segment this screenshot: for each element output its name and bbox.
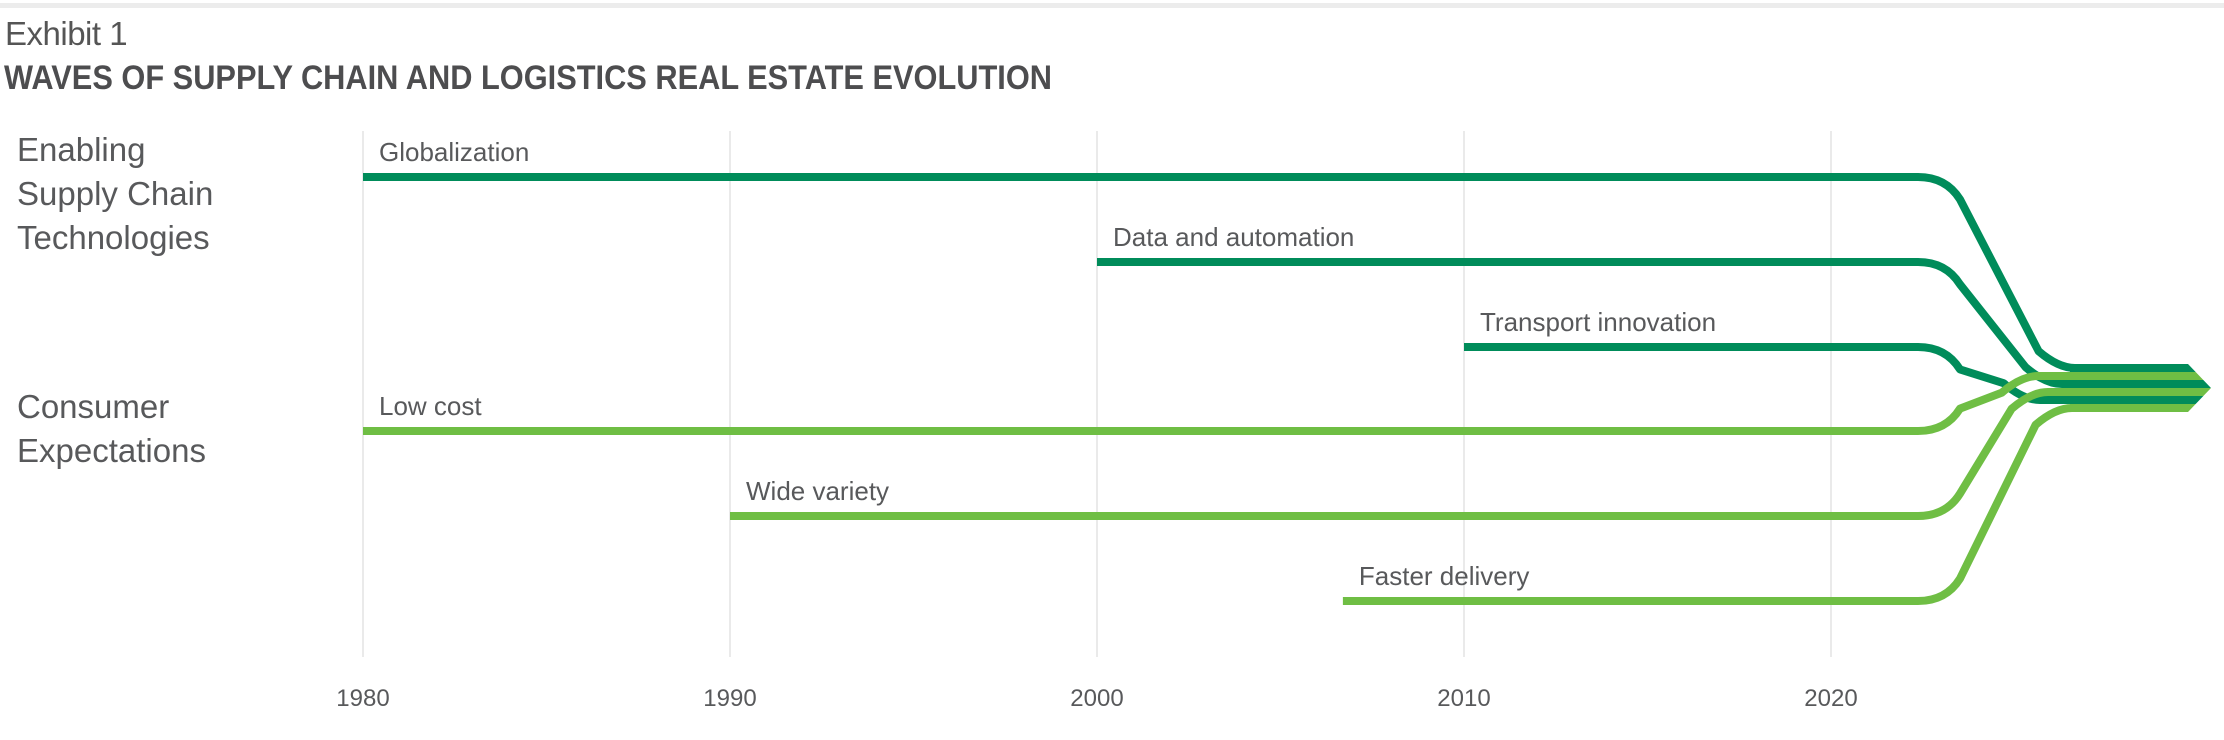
group-label-technologies: Enabling Supply Chain Technologies bbox=[17, 131, 214, 256]
exhibit-number: Exhibit 1 bbox=[5, 15, 128, 52]
page-title: WAVES OF SUPPLY CHAIN AND LOGISTICS REAL… bbox=[4, 59, 1053, 97]
top-rule bbox=[0, 3, 2224, 8]
wave-label: Faster delivery bbox=[1359, 561, 1530, 591]
wave-line bbox=[363, 173, 2188, 372]
arrow-strip bbox=[2070, 404, 2196, 412]
tick-label: 1990 bbox=[703, 685, 756, 712]
wave-label: Low cost bbox=[379, 391, 482, 421]
tick-label: 2000 bbox=[1070, 685, 1123, 712]
gridlines bbox=[362, 131, 1832, 657]
wave-lines bbox=[363, 173, 2188, 605]
arrow-strip bbox=[2070, 388, 2211, 396]
converged-arrow bbox=[2070, 364, 2211, 412]
wave-label: Globalization bbox=[379, 137, 529, 167]
x-axis-ticks: 1980 1990 2000 2010 2020 bbox=[336, 685, 1857, 712]
arrow-strip bbox=[2070, 372, 2204, 380]
arrow-strip bbox=[2070, 396, 2204, 404]
arrow-strip bbox=[2070, 364, 2196, 372]
wave-label: Wide variety bbox=[746, 476, 889, 506]
wave-labels: Globalization Data and automation Transpor… bbox=[379, 137, 1716, 591]
wave-label: Transport innovation bbox=[1480, 307, 1716, 337]
wave-line bbox=[730, 388, 2188, 520]
group-label-consumer: Consumer Expectations bbox=[17, 388, 206, 469]
arrow-strip bbox=[2070, 380, 2211, 388]
wave-line bbox=[363, 372, 2188, 435]
tick-label: 1980 bbox=[336, 685, 389, 712]
wave-line bbox=[1342, 404, 2188, 605]
tick-label: 2020 bbox=[1804, 685, 1857, 712]
tick-label: 2010 bbox=[1437, 685, 1490, 712]
wave-line bbox=[1097, 258, 2188, 388]
wave-label: Data and automation bbox=[1113, 222, 1354, 252]
